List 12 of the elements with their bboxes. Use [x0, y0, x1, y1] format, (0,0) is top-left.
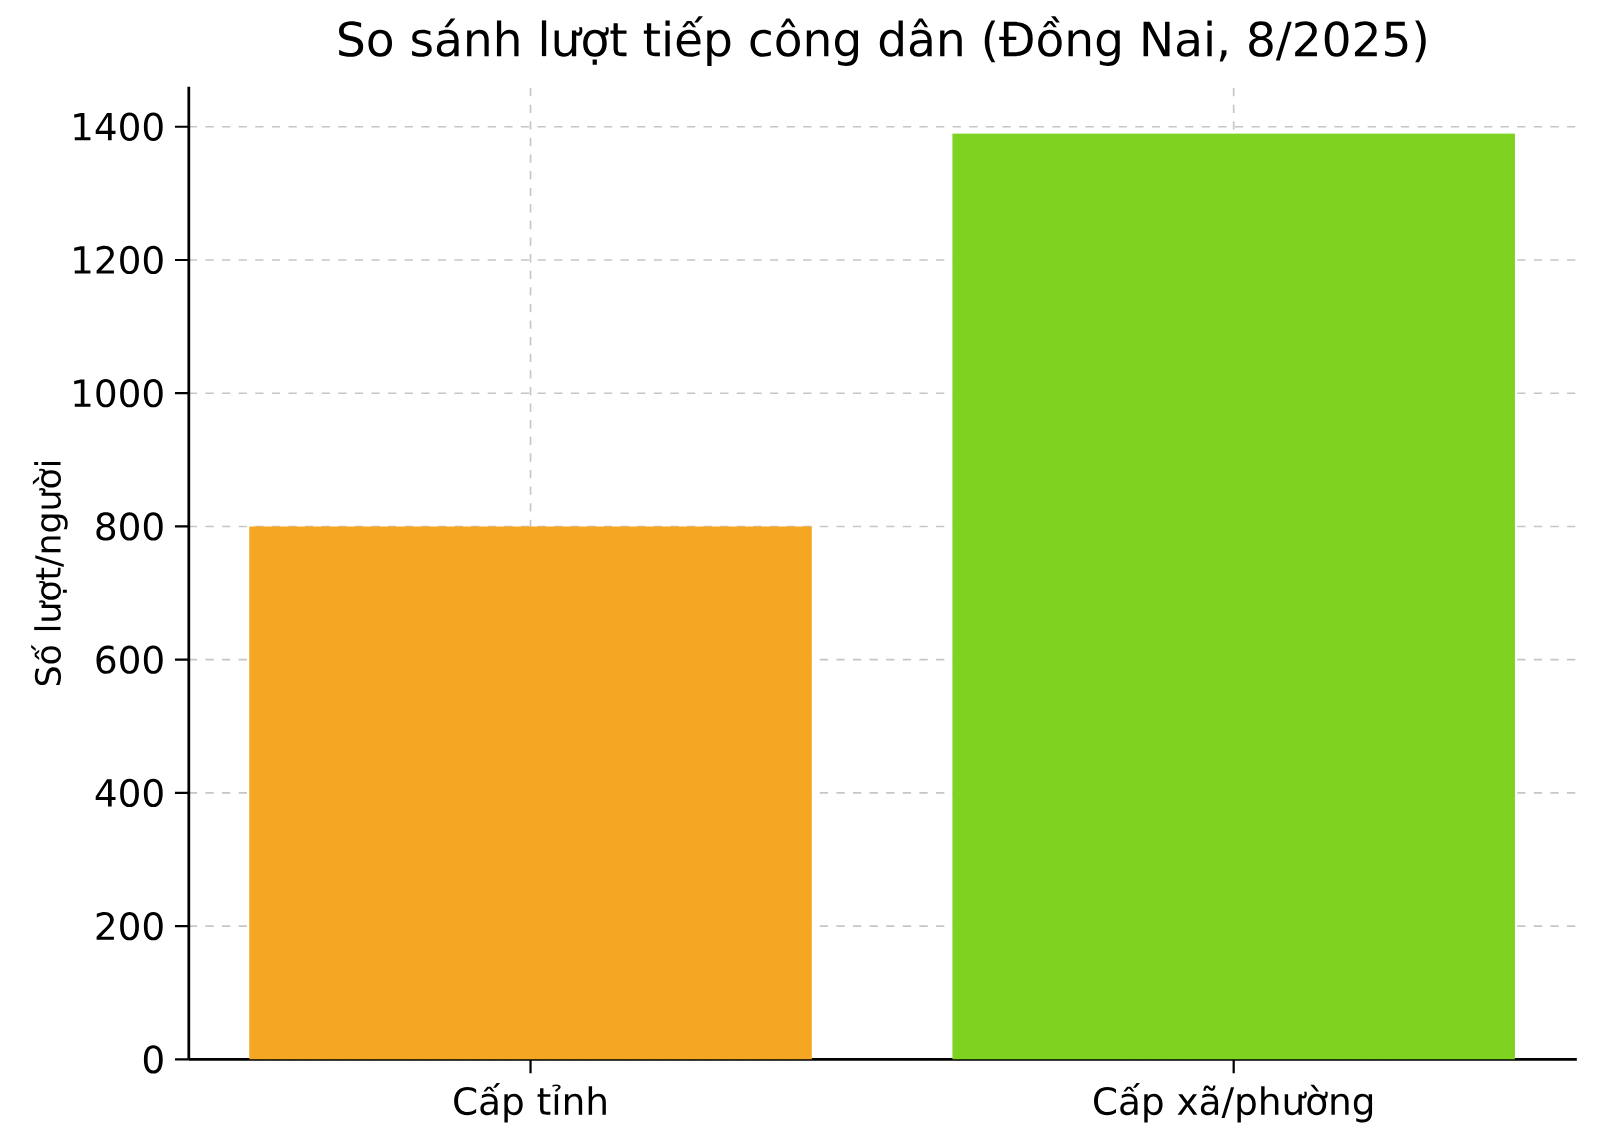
y-tick-label: 1400 [74, 112, 163, 141]
y-tick-label: 400 [95, 778, 163, 808]
y-tick-label: 1000 [74, 379, 163, 408]
y-tick-label: 1200 [74, 245, 163, 275]
x-tick-label: Cấp tỉnh [454, 1082, 606, 1123]
y-tick-label: 0 [143, 1045, 163, 1074]
chart-title: So sánh lượt tiếp công dân (Đồng Nai, 8/2025) [339, 16, 1426, 66]
y-axis-title: Số lượt/người [31, 461, 68, 686]
y-tick-label: 800 [96, 512, 163, 541]
y-tick-label: 200 [96, 912, 163, 941]
y-tick-label: 600 [96, 645, 163, 674]
x-tick-label: Cấp xã/phường [1094, 1082, 1373, 1123]
